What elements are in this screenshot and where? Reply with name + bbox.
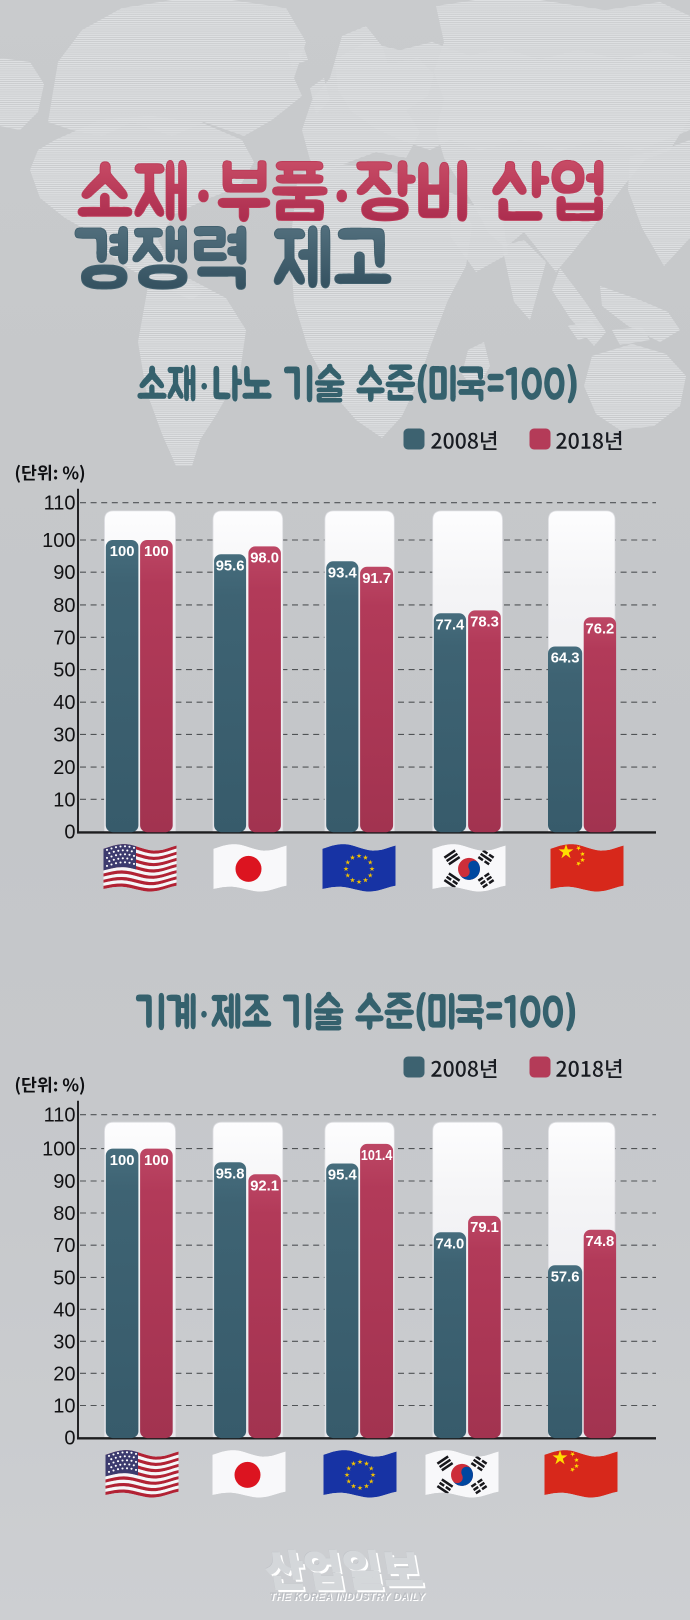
svg-text:100: 100 — [144, 544, 169, 560]
svg-text:100: 100 — [144, 1153, 169, 1169]
svg-text:101.4: 101.4 — [361, 1148, 393, 1164]
svg-text:110: 110 — [44, 493, 76, 515]
svg-text:10: 10 — [53, 1396, 75, 1418]
svg-text:64.3: 64.3 — [551, 651, 580, 667]
svg-text:50: 50 — [53, 1267, 75, 1289]
svg-text:0: 0 — [64, 822, 75, 839]
svg-text:70: 70 — [53, 627, 75, 649]
svg-text:78.3: 78.3 — [470, 615, 499, 631]
svg-text:40: 40 — [53, 692, 75, 714]
svg-text:0: 0 — [64, 1428, 75, 1445]
svg-text:95.8: 95.8 — [216, 1166, 245, 1182]
svg-text:76.2: 76.2 — [585, 621, 614, 637]
svg-text:92.1: 92.1 — [250, 1178, 279, 1194]
svg-text:100: 100 — [110, 544, 135, 560]
svg-text:50: 50 — [53, 660, 75, 682]
svg-text:10: 10 — [53, 789, 75, 811]
svg-text:THE KOREA INDUSTRY DAILY: THE KOREA INDUSTRY DAILY — [269, 1591, 425, 1603]
svg-text:30: 30 — [53, 1331, 75, 1353]
svg-text:100: 100 — [110, 1153, 135, 1169]
svg-text:20: 20 — [53, 1363, 75, 1385]
svg-text:100: 100 — [42, 530, 75, 552]
svg-text:80: 80 — [53, 595, 75, 617]
svg-text:95.4: 95.4 — [328, 1168, 358, 1184]
svg-text:77.4: 77.4 — [435, 618, 465, 634]
svg-text:74.0: 74.0 — [435, 1237, 464, 1253]
svg-text:90: 90 — [53, 1171, 75, 1193]
svg-text:98.0: 98.0 — [250, 551, 279, 567]
svg-text:93.4: 93.4 — [328, 566, 358, 582]
svg-text:91.7: 91.7 — [362, 571, 391, 587]
svg-text:THE KOREA INDUSTRY DAILY: THE KOREA INDUSTRY DAILY — [270, 1592, 426, 1604]
svg-text:40: 40 — [53, 1299, 75, 1321]
svg-text:74.8: 74.8 — [585, 1234, 614, 1250]
svg-text:100: 100 — [42, 1139, 75, 1161]
svg-text:30: 30 — [53, 724, 75, 746]
svg-text:20: 20 — [53, 757, 75, 779]
svg-text:70: 70 — [53, 1235, 75, 1257]
svg-text:90: 90 — [53, 562, 75, 584]
svg-text:57.6: 57.6 — [551, 1269, 580, 1285]
svg-text:95.6: 95.6 — [216, 558, 245, 574]
svg-text:80: 80 — [53, 1203, 75, 1225]
svg-text:110: 110 — [44, 1105, 76, 1127]
svg-text:79.1: 79.1 — [470, 1220, 499, 1236]
